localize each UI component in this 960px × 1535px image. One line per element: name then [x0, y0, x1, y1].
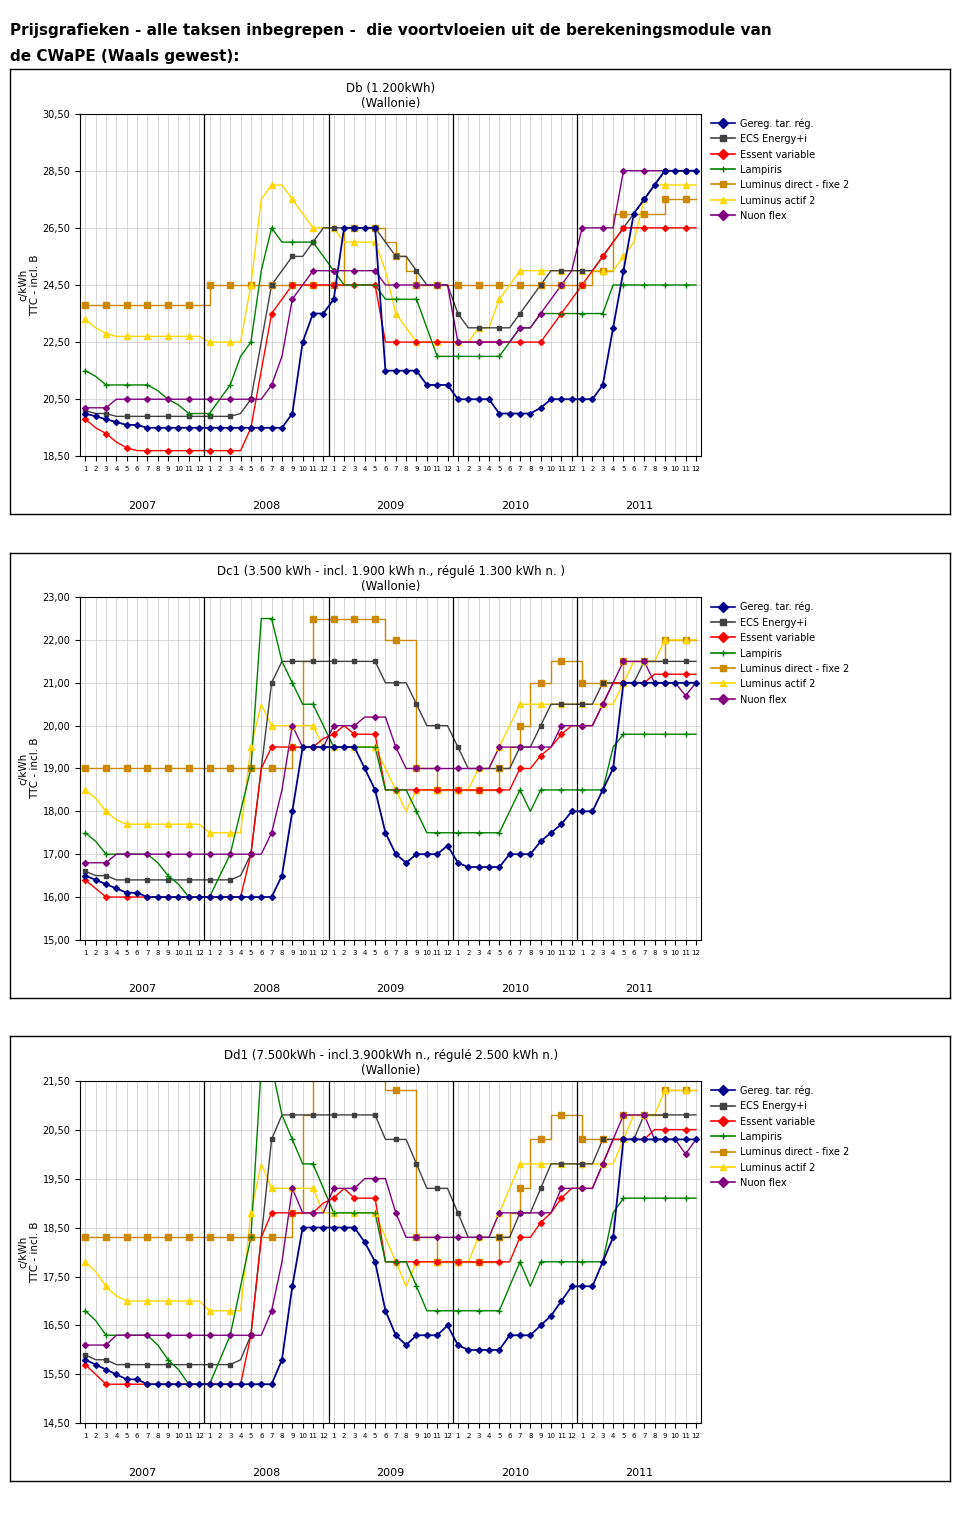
Text: Prijsgrafieken - alle taksen inbegrepen -  die voortvloeien uit de berekeningsmo: Prijsgrafieken - alle taksen inbegrepen … [10, 23, 771, 38]
Title: Db (1.200kWh)
(Wallonie): Db (1.200kWh) (Wallonie) [346, 81, 435, 109]
Text: 2010: 2010 [501, 500, 529, 511]
Title: Dc1 (3.500 kWh - incl. 1.900 kWh n., régulé 1.300 kWh n. )
(Wallonie): Dc1 (3.500 kWh - incl. 1.900 kWh n., rég… [217, 565, 564, 593]
Text: 2008: 2008 [252, 500, 280, 511]
Text: 2008: 2008 [252, 984, 280, 995]
Legend: Gereg. tar. rég., ECS Energy+i, Essent variable, Lampiris, Luminus direct - fixe: Gereg. tar. rég., ECS Energy+i, Essent v… [710, 118, 850, 221]
Text: 2007: 2007 [128, 984, 156, 995]
Title: Dd1 (7.500kWh - incl.3.900kWh n., régulé 2.500 kWh n.)
(Wallonie): Dd1 (7.500kWh - incl.3.900kWh n., régulé… [224, 1048, 558, 1076]
Legend: Gereg. tar. rég., ECS Energy+i, Essent variable, Lampiris, Luminus direct - fixe: Gereg. tar. rég., ECS Energy+i, Essent v… [710, 1085, 850, 1188]
Text: 2009: 2009 [376, 1467, 405, 1478]
Text: 2010: 2010 [501, 1467, 529, 1478]
Text: 2011: 2011 [625, 500, 653, 511]
Legend: Gereg. tar. rég., ECS Energy+i, Essent variable, Lampiris, Luminus direct - fixe: Gereg. tar. rég., ECS Energy+i, Essent v… [710, 602, 850, 705]
Text: 2008: 2008 [252, 1467, 280, 1478]
Text: 2009: 2009 [376, 500, 405, 511]
Text: 2011: 2011 [625, 1467, 653, 1478]
Text: 2007: 2007 [128, 1467, 156, 1478]
Text: 2007: 2007 [128, 500, 156, 511]
Y-axis label: c/kWh
TTC - incl. B: c/kWh TTC - incl. B [18, 255, 39, 316]
Text: de CWaPE (Waals gewest):: de CWaPE (Waals gewest): [10, 49, 239, 64]
Y-axis label: c/kWh
TTC - incl. B: c/kWh TTC - incl. B [18, 738, 39, 800]
Text: 2010: 2010 [501, 984, 529, 995]
Text: 2009: 2009 [376, 984, 405, 995]
Text: 2011: 2011 [625, 984, 653, 995]
Y-axis label: c/kWh
TTC - incl. B: c/kWh TTC - incl. B [18, 1222, 39, 1283]
